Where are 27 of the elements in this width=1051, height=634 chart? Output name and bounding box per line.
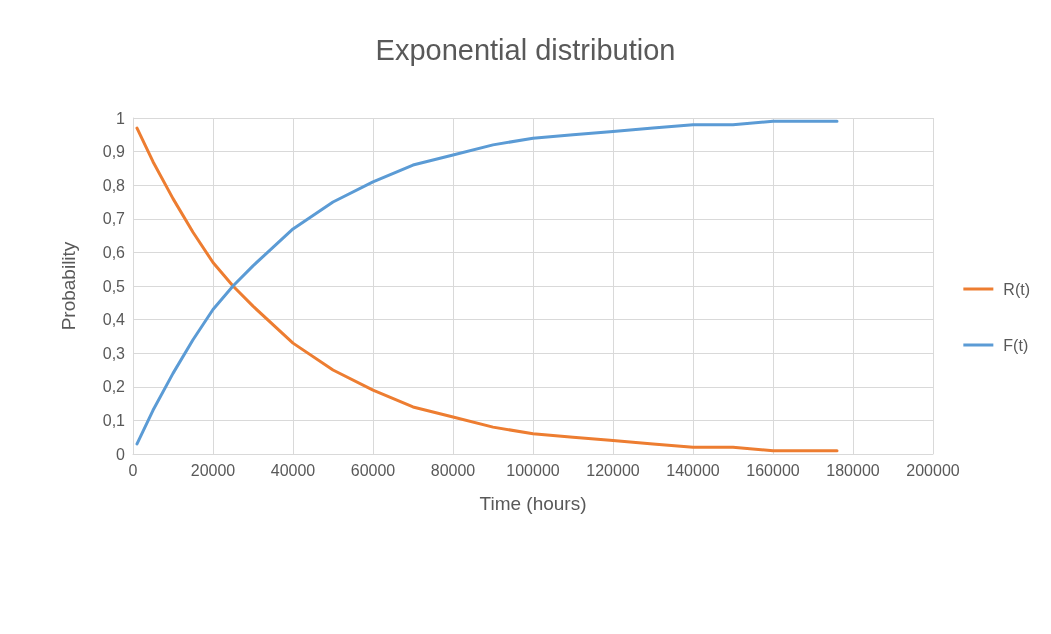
x-tick-label: 140000 [666,461,720,479]
x-tick-label: 160000 [746,461,800,479]
y-tick-label: 0,7 [102,210,126,228]
x-tick-label: 180000 [826,461,880,479]
x-tick-label: 20000 [190,461,236,479]
x-tick-label: 60000 [350,461,396,479]
y-tick-label: 0,3 [102,344,126,362]
y-tick-label: 0,8 [102,176,126,194]
x-tick-label: 80000 [430,461,476,479]
y-tick-label: 0,9 [102,143,126,161]
x-tick-label: 200000 [906,461,960,479]
x-tick-label: 40000 [270,461,316,479]
y-tick-label: 0,2 [102,378,126,396]
y-tick-label: 0 [116,445,126,463]
x-tick-label: 0 [128,461,138,479]
y-tick-label: 1 [116,109,126,127]
y-tick-label: 0,1 [102,411,126,429]
x-tick-label: 120000 [586,461,640,479]
legend-label: F(t) [1003,336,1029,354]
legend-label: R(t) [1003,280,1030,298]
y-tick-label: 0,5 [102,277,126,295]
y-tick-label: 0,6 [102,243,126,261]
y-axis-title: Probability [58,241,79,331]
x-axis-title: Time (hours) [479,493,587,514]
y-tick-label: 0,4 [102,311,126,329]
x-tick-label: 100000 [506,461,560,479]
chart-title: Exponential distribution [375,33,676,66]
